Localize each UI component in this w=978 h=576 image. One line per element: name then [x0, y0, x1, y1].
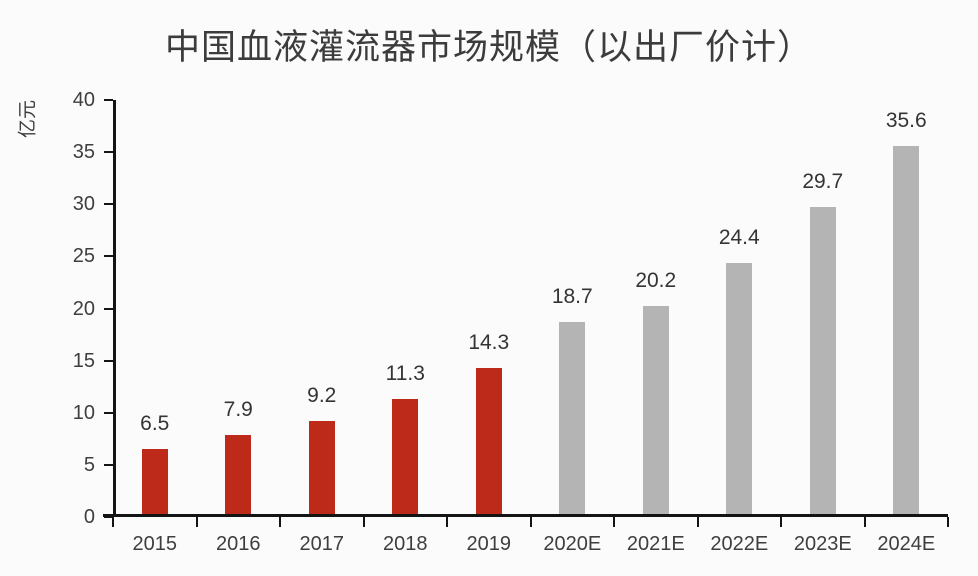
y-axis-line [113, 100, 116, 517]
bar-value-label: 11.3 [385, 362, 425, 386]
bar [893, 145, 920, 517]
y-axis-tick-label: 25 [72, 245, 95, 268]
y-axis-tick-label: 40 [72, 89, 95, 111]
x-tick-mark [279, 517, 281, 527]
y-tick-mark [104, 411, 113, 414]
x-tick-mark [863, 517, 866, 527]
y-axis-tick-label: 5 [83, 453, 95, 476]
bar [475, 367, 502, 517]
bar-value-label: 20.2 [635, 269, 677, 293]
x-axis-tick-label: 2024E [877, 533, 936, 555]
x-tick-mark [696, 517, 699, 527]
x-tick-mark [780, 517, 782, 527]
x-tick-mark [947, 517, 949, 527]
x-axis-tick-label: 2020E [543, 533, 602, 555]
y-axis-tick-label: 20 [72, 297, 95, 320]
bar-value-label: 7.9 [223, 397, 253, 421]
y-axis-tick-label: 0 [83, 506, 95, 528]
x-tick-mark [195, 517, 198, 527]
y-axis-title: 亿元 [17, 99, 39, 139]
bar-value-label: 24.4 [718, 225, 760, 249]
bar-value-label: 18.7 [551, 285, 593, 309]
y-tick-mark [104, 151, 113, 154]
x-axis-line [103, 514, 948, 517]
x-axis-tick-label: 2023E [793, 533, 852, 555]
bar-value-label: 9.2 [307, 384, 337, 408]
y-tick-mark [104, 255, 113, 258]
x-tick-mark [613, 517, 615, 527]
x-axis-tick-label: 2018 [383, 533, 428, 555]
y-tick-mark [104, 463, 113, 466]
x-axis-tick-label: 2022E [710, 533, 769, 555]
y-axis-tick-label: 15 [72, 349, 95, 372]
bar [559, 322, 586, 517]
y-axis-tick-label: 35 [72, 141, 95, 164]
y-tick-mark [104, 359, 113, 362]
x-axis-tick-label: 2017 [299, 533, 345, 555]
bar [141, 449, 168, 517]
y-tick-mark [104, 203, 113, 206]
x-tick-mark [362, 517, 365, 527]
y-tick-mark [104, 99, 113, 101]
y-axis-tick-label: 30 [72, 193, 95, 216]
chart-title: 中国血液灌流器市场规模（以出厂价计） [164, 28, 813, 67]
bar-value-label: 35.6 [885, 108, 927, 132]
bar [809, 207, 836, 517]
x-tick-mark [446, 517, 448, 527]
x-tick-mark [529, 517, 532, 527]
y-axis-tick-label: 10 [72, 401, 95, 424]
bar-value-label: 29.7 [802, 170, 844, 194]
x-tick-mark [112, 517, 114, 527]
x-axis-tick-label: 2015 [132, 533, 178, 555]
x-axis-tick-label: 2019 [466, 533, 512, 555]
bar-value-label: 6.5 [140, 412, 170, 436]
bar [308, 421, 335, 517]
y-tick-mark [104, 516, 113, 518]
bar [726, 262, 753, 517]
bar [642, 306, 669, 517]
bar [392, 399, 419, 517]
bar [225, 434, 252, 517]
y-tick-mark [104, 307, 113, 310]
x-axis-tick-label: 2016 [216, 533, 261, 555]
bar-value-label: 14.3 [468, 330, 510, 354]
plot-area: 6.5 7.9 9.2 11.3 14.3 18.7 20.2 24.4 29.7 35.6 0 5… [73, 89, 949, 555]
x-axis-tick-label: 2021E [626, 533, 685, 555]
